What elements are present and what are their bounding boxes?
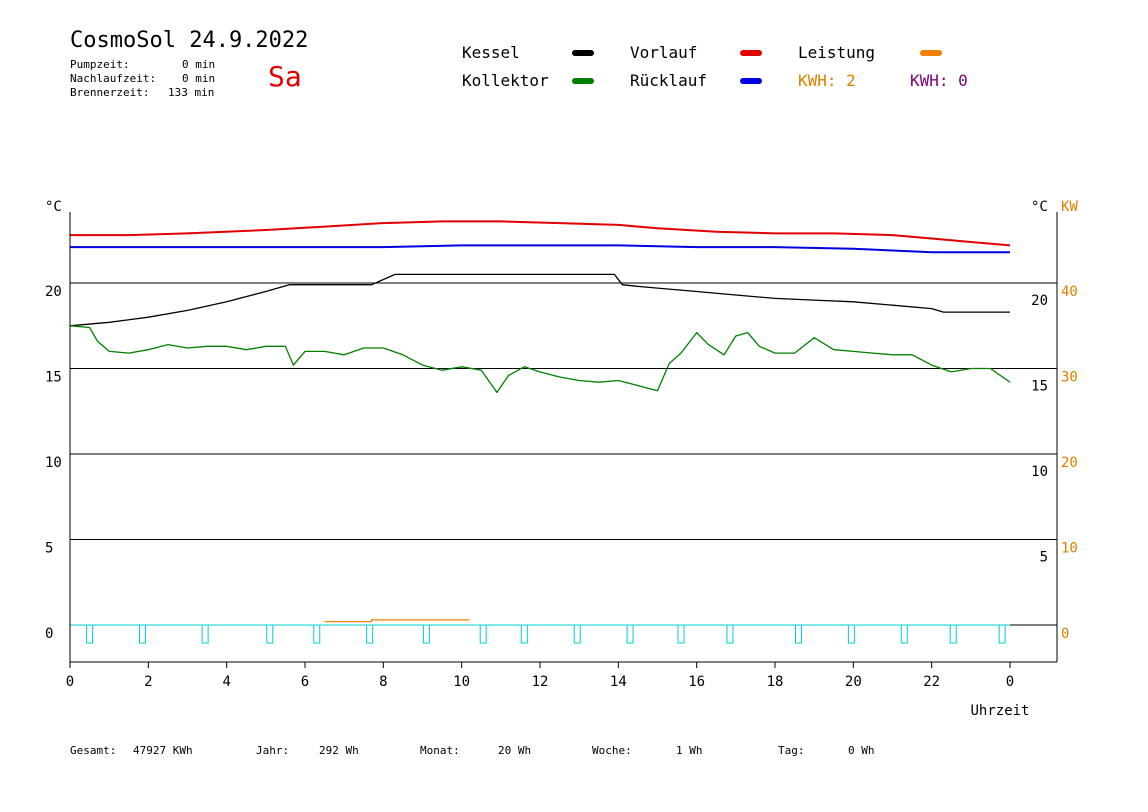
footer-monat-label: Monat: xyxy=(420,744,460,757)
footer-jahr-label: Jahr: xyxy=(256,744,290,757)
y-right-c-tick-label: 5 xyxy=(1040,550,1048,566)
legend-kessel-swatch xyxy=(572,50,594,56)
series-leistung-line xyxy=(324,619,470,623)
x-tick-label: 2 xyxy=(144,674,152,690)
pump-pulse xyxy=(677,625,685,644)
x-tick-label: 10 xyxy=(453,674,470,690)
legend-vorlauf-label: Vorlauf xyxy=(630,43,698,62)
series-kessel-line xyxy=(69,273,1010,327)
x-tick-label: 16 xyxy=(688,674,705,690)
pump-pulse xyxy=(949,625,957,644)
footer-jahr-value: 292 Wh xyxy=(319,744,359,757)
chart-title: CosmoSol 24.9.2022 xyxy=(70,28,309,53)
pump-pulse xyxy=(520,625,528,644)
pump-pulse xyxy=(626,625,634,644)
y-right-c-tick-label: 20 xyxy=(1031,293,1048,309)
footer-gesamt-value: 47927 KWh xyxy=(133,744,193,757)
x-tick-label: 0 xyxy=(66,674,74,690)
footer-woche-label: Woche: xyxy=(592,744,632,757)
kwh-orange-label: KWH: 2 xyxy=(798,71,856,90)
y-right-kw-tick-label: 0 xyxy=(1061,626,1069,642)
y-left-tick-label: 20 xyxy=(45,284,62,300)
stat-nachlaufzeit-value: 0 min xyxy=(182,72,216,85)
legend-vorlauf-swatch xyxy=(740,50,762,56)
pump-pulse xyxy=(266,625,274,644)
footer-woche-value: 1 Wh xyxy=(676,744,703,757)
y-left-tick-label: 15 xyxy=(45,370,62,386)
series-vorlauf-line xyxy=(70,220,1011,247)
y-right-kw-tick-label: 20 xyxy=(1061,455,1078,471)
x-tick-label: 18 xyxy=(767,674,784,690)
legend-ruecklauf-swatch xyxy=(740,78,762,84)
y-right-c-tick-label: 10 xyxy=(1031,464,1048,480)
stat-brennerzeit-label: Brennerzeit: xyxy=(70,86,150,99)
footer-gesamt-label: Gesamt: xyxy=(70,744,117,757)
legend-kollektor-label: Kollektor xyxy=(462,71,549,90)
series-kollektor-line xyxy=(69,325,1011,394)
right-unit-c-label: °C xyxy=(1031,199,1048,215)
x-tick-label: 22 xyxy=(923,674,940,690)
legend-kollektor-swatch xyxy=(572,78,594,84)
right-unit-kw-label: KW xyxy=(1061,199,1078,215)
legend-leistung-swatch xyxy=(920,50,942,56)
y-left-tick-label: 5 xyxy=(45,541,53,557)
pump-pulse xyxy=(900,625,908,644)
footer-tag-label: Tag: xyxy=(778,744,805,757)
x-tick-label: 14 xyxy=(610,674,627,690)
y-right-kw-tick-label: 10 xyxy=(1061,541,1078,557)
series-ruecklauf-line xyxy=(70,244,1010,254)
x-tick-label: 0 xyxy=(1006,674,1014,690)
x-tick-label: 8 xyxy=(379,674,387,690)
pump-pulse xyxy=(313,625,321,644)
pump-pulse xyxy=(422,625,430,644)
stat-pumpzeit-label: Pumpzeit: xyxy=(70,58,130,71)
x-tick-label: 12 xyxy=(532,674,549,690)
x-tick-label: 4 xyxy=(222,674,230,690)
pump-pulse xyxy=(201,625,209,644)
x-tick-label: 6 xyxy=(301,674,309,690)
kwh-purple-label: KWH: 0 xyxy=(910,71,968,90)
left-unit-label: °C xyxy=(45,199,62,215)
pump-pulse xyxy=(795,625,802,644)
y-left-tick-label: 10 xyxy=(45,455,62,471)
pump-pulse xyxy=(573,625,581,644)
y-right-kw-tick-label: 30 xyxy=(1061,370,1078,386)
pump-pulse xyxy=(366,625,374,644)
pump-pulse xyxy=(998,625,1006,644)
legend-ruecklauf-label: Rücklauf xyxy=(630,71,708,90)
pump-pulse xyxy=(726,625,734,644)
x-axis-label: Uhrzeit xyxy=(970,703,1029,719)
pump-pulse xyxy=(138,625,146,644)
legend-kessel-label: Kessel xyxy=(462,43,520,62)
weekday-label: Sa xyxy=(268,60,302,93)
pump-pulse xyxy=(847,625,855,644)
footer-monat-value: 20 Wh xyxy=(498,744,532,757)
pump-pulse xyxy=(479,625,487,644)
pump-pulse xyxy=(86,625,94,644)
stat-brennerzeit-value: 133 min xyxy=(168,86,215,99)
stat-nachlaufzeit-label: Nachlaufzeit: xyxy=(70,72,157,85)
legend-leistung-label: Leistung xyxy=(798,43,876,62)
y-right-kw-tick-label: 40 xyxy=(1061,284,1078,300)
y-right-c-tick-label: 15 xyxy=(1031,379,1048,395)
y-left-tick-label: 0 xyxy=(45,626,53,642)
footer-tag-value: 0 Wh xyxy=(848,744,875,757)
stat-pumpzeit-value: 0 min xyxy=(182,58,216,71)
x-tick-label: 20 xyxy=(845,674,862,690)
